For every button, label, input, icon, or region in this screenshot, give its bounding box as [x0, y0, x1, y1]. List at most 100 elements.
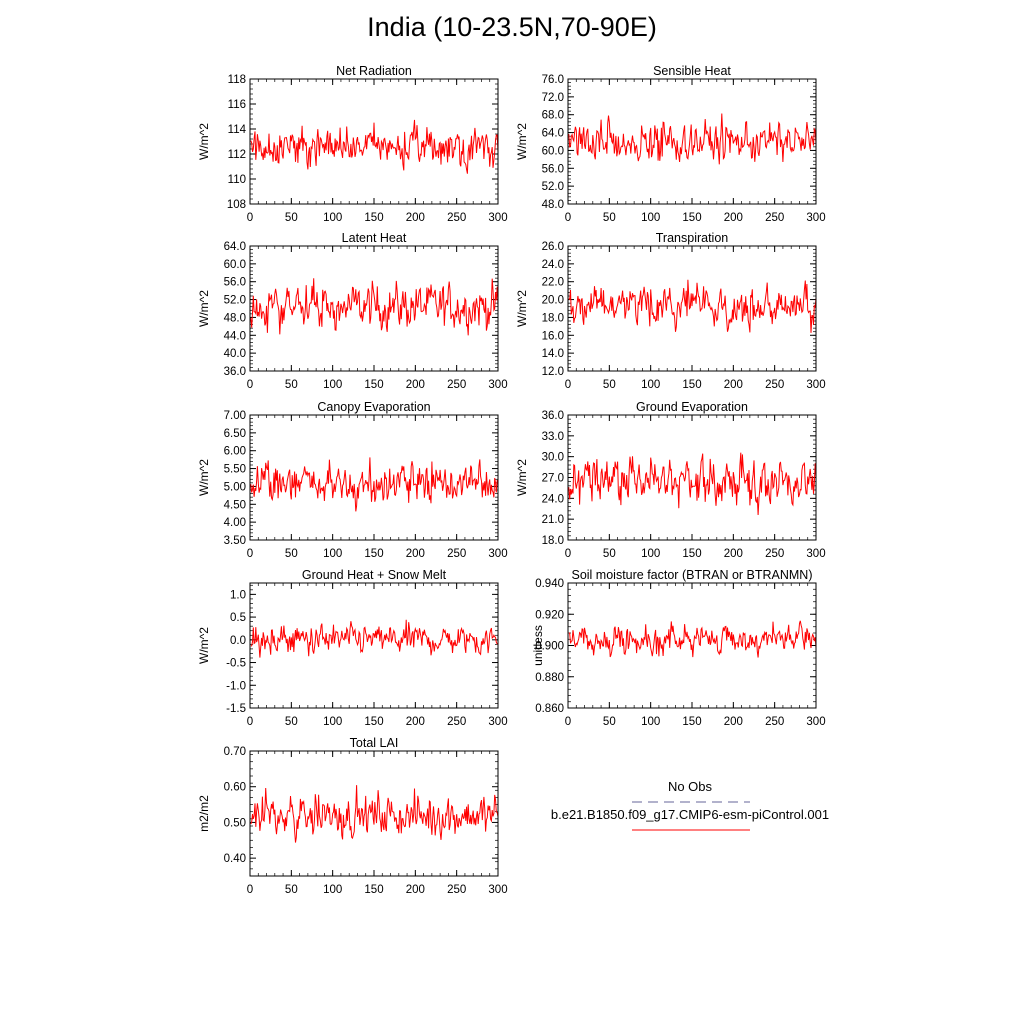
x-tick-label: 300 [806, 212, 825, 224]
y-tick-label: 20.0 [542, 295, 564, 307]
y-tick-label: 0.60 [224, 782, 246, 794]
x-tick-label: 150 [364, 548, 383, 560]
y-tick-label: 18.0 [542, 535, 564, 547]
y-tick-label: 24.0 [542, 493, 564, 505]
plot-frame [249, 414, 499, 541]
y-tick-label: 114 [228, 124, 247, 136]
series-line [568, 113, 817, 165]
y-tick-label: 3.50 [224, 535, 246, 547]
chart-panel-2: Sensible Heat 0 50 100 150 200 250 300 48.0 52.0 5… [515, 64, 826, 224]
y-tick-label: 0.70 [224, 746, 246, 758]
x-tick-label: 300 [488, 716, 507, 728]
plot-frame [567, 582, 817, 709]
y-tick-label: 33.0 [542, 431, 564, 443]
y-axis-label: W/m^2 [515, 459, 529, 496]
x-tick-label: 0 [247, 884, 253, 896]
y-tick-label: 27.0 [542, 473, 564, 485]
y-tick-label: 22.0 [542, 277, 564, 289]
x-tick-label: 300 [488, 212, 507, 224]
x-tick-label: 50 [285, 212, 298, 224]
y-tick-label: 60.0 [224, 259, 246, 271]
x-tick-label: 100 [323, 548, 342, 560]
chart-panel-4: Transpiration 0 50 100 150 200 250 300 12.0 14.0 1… [515, 231, 826, 391]
x-tick-label: 50 [285, 379, 298, 391]
x-tick-label: 150 [682, 548, 701, 560]
x-tick-label: 50 [603, 379, 616, 391]
x-tick-label: 200 [406, 212, 425, 224]
y-tick-label: 7.00 [224, 410, 246, 422]
x-tick-label: 150 [364, 884, 383, 896]
x-tick-label: 200 [724, 212, 743, 224]
y-tick-label: 0.0 [230, 635, 246, 647]
y-tick-label: 52.0 [224, 295, 246, 307]
series-line [250, 119, 499, 174]
x-tick-label: 200 [724, 548, 743, 560]
y-tick-label: 112 [228, 149, 246, 161]
chart-panel-1: Net Radiation 0 50 100 150 200 250 300 108 110 112… [197, 64, 508, 224]
y-tick-label: 0.920 [535, 609, 564, 621]
x-tick-label: 300 [488, 548, 507, 560]
x-tick-label: 300 [806, 548, 825, 560]
y-axis-label: m2/m2 [197, 795, 211, 832]
plot-frame [567, 78, 817, 205]
x-tick-label: 200 [406, 548, 425, 560]
x-tick-label: 100 [323, 379, 342, 391]
series-line [250, 619, 499, 658]
x-tick-label: 200 [406, 716, 425, 728]
panel-title: Soil moisture factor (BTRAN or BTRANMN) [571, 568, 812, 582]
x-tick-label: 200 [406, 379, 425, 391]
x-tick-label: 50 [603, 548, 616, 560]
x-tick-label: 50 [603, 716, 616, 728]
panel-title: Sensible Heat [653, 64, 731, 78]
series-line [250, 785, 499, 843]
x-tick-label: 200 [406, 884, 425, 896]
y-tick-label: -1.0 [226, 680, 246, 692]
panel-title: Net Radiation [336, 64, 412, 78]
x-tick-label: 250 [447, 548, 466, 560]
y-tick-label: 30.0 [542, 452, 564, 464]
x-tick-label: 100 [641, 548, 660, 560]
y-tick-label: 4.00 [224, 517, 246, 529]
x-tick-label: 150 [682, 212, 701, 224]
x-tick-label: 150 [682, 379, 701, 391]
y-tick-label: 24.0 [542, 259, 564, 271]
x-tick-label: 0 [247, 212, 253, 224]
y-tick-label: 18.0 [542, 312, 564, 324]
x-tick-label: 100 [323, 212, 342, 224]
panel-title: Latent Heat [342, 231, 407, 245]
x-tick-label: 250 [765, 212, 784, 224]
y-tick-label: 116 [228, 99, 246, 111]
chart-panel-8: Soil moisture factor (BTRAN or BTRANMN) 0… [531, 568, 826, 728]
plot-frame [567, 414, 817, 541]
chart-panel-7: Ground Heat + Snow Melt 0 50 100 150 200 250 30… [197, 568, 508, 728]
x-tick-label: 150 [364, 212, 383, 224]
x-tick-label: 250 [765, 379, 784, 391]
y-tick-label: 4.50 [224, 499, 246, 511]
y-tick-label: 6.50 [224, 428, 246, 440]
x-tick-label: 50 [285, 716, 298, 728]
y-axis-label: W/m^2 [515, 123, 529, 160]
y-tick-label: 48.0 [542, 199, 564, 211]
x-tick-label: 300 [806, 716, 825, 728]
x-tick-label: 250 [447, 212, 466, 224]
y-tick-label: 48.0 [224, 312, 246, 324]
y-tick-label: 0.900 [535, 641, 564, 653]
y-tick-label: 5.50 [224, 464, 246, 476]
chart-panel-9: Total LAI 0 50 100 150 200 250 300 0.40 0.50 0.60 0… [197, 736, 508, 896]
figure-title: India (10-23.5N,70-90E) [367, 12, 657, 42]
y-tick-label: 64.0 [224, 241, 246, 253]
x-tick-label: 50 [285, 884, 298, 896]
y-tick-label: -0.5 [226, 658, 246, 670]
plot-frame [567, 245, 817, 372]
y-tick-label: 0.5 [230, 612, 246, 624]
series-line [568, 452, 817, 516]
y-tick-label: 44.0 [224, 330, 246, 342]
x-tick-label: 0 [565, 212, 571, 224]
y-tick-label: 0.940 [535, 578, 564, 590]
y-tick-label: 68.0 [542, 110, 564, 122]
y-tick-label: 6.00 [224, 446, 246, 458]
y-axis-label: W/m^2 [515, 290, 529, 327]
panel-title: Ground Evaporation [636, 400, 748, 414]
y-tick-label: 21.0 [542, 514, 564, 526]
